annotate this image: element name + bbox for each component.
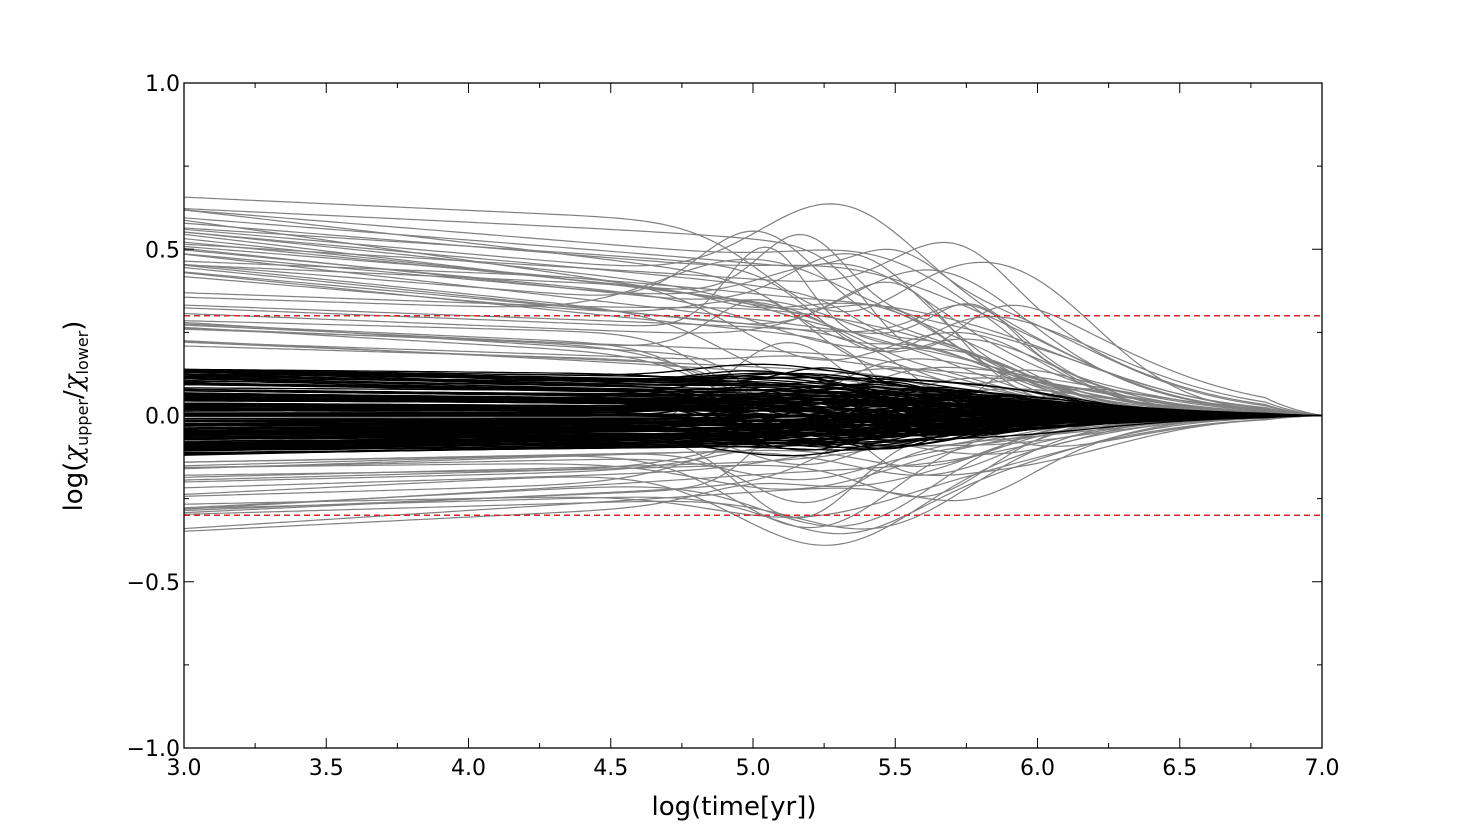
outliers-series-line: [183, 414, 1323, 530]
y-tick-label: 1.0: [145, 72, 180, 97]
core-series-line: [184, 405, 1322, 436]
outliers-series-line: [183, 271, 1323, 417]
outliers-series-line: [183, 414, 1323, 489]
core-series-line: [183, 409, 1322, 425]
x-tick-label: 4.0: [451, 756, 486, 781]
y-tick-label: 0.5: [145, 238, 180, 263]
outliers-series-line: [183, 219, 1323, 417]
outliers-series-line: [183, 414, 1323, 504]
x-tick-label: 5.5: [878, 756, 913, 781]
core-series-line: [183, 367, 1323, 417]
core-series-line: [183, 386, 1322, 417]
y-tick-label: 0.0: [145, 405, 180, 430]
outliers-series-line: [183, 264, 1323, 417]
outliers-series-line: [183, 292, 1323, 417]
outliers-series-line: [183, 408, 1323, 512]
label-layer: 3.0 3.5 4.0 4.5 5.0 5.5 6.0 6.5 7.0 1.0 0.5 0.0 −0.5…: [127, 72, 1340, 781]
outliers-series-line: [183, 341, 1323, 417]
x-tick-label: 7.0: [1305, 756, 1340, 781]
core-series-line: [183, 414, 1322, 449]
x-tick-label: 6.0: [1020, 756, 1055, 781]
x-tick-label: 4.5: [593, 756, 628, 781]
x-tick-label: 3.5: [309, 756, 344, 781]
series-layer: [183, 196, 1323, 546]
outliers-series-line: [183, 208, 1323, 417]
core-series-line: [183, 414, 1323, 454]
outliers-series-line: [183, 269, 1323, 417]
outliers-series-line: [183, 272, 1323, 426]
outliers-series-line: [183, 328, 1323, 417]
x-tick-label: 3.0: [167, 756, 202, 781]
outliers-series-line: [183, 414, 1323, 535]
core-series-line: [184, 396, 1322, 417]
core-series-line: [184, 390, 1323, 417]
outliers-series-line: [183, 276, 1322, 417]
outliers-series-line: [183, 217, 1323, 417]
x-axis-title: log(time[yr]): [651, 792, 816, 822]
core-series-line: [184, 414, 1323, 440]
outliers-series-line: [183, 241, 1323, 417]
outliers-series-line: [183, 222, 1323, 417]
outliers-series-line: [183, 414, 1323, 518]
x-tick-label: 5.0: [736, 756, 771, 781]
core-series-line: [184, 363, 1322, 417]
outliers-series-line: [183, 414, 1322, 530]
x-tick-label: 6.5: [1162, 756, 1197, 781]
y-tick-label: −0.5: [127, 571, 180, 596]
outliers-series-line: [183, 414, 1323, 546]
outliers-series-line: [183, 227, 1323, 417]
y-axis-title: log(χupper/χlower): [59, 321, 92, 512]
outliers-series-line: [183, 253, 1323, 417]
y-tick-label: −1.0: [127, 737, 180, 762]
core-series-line: [184, 409, 1322, 435]
tick-layer: [183, 82, 1323, 749]
